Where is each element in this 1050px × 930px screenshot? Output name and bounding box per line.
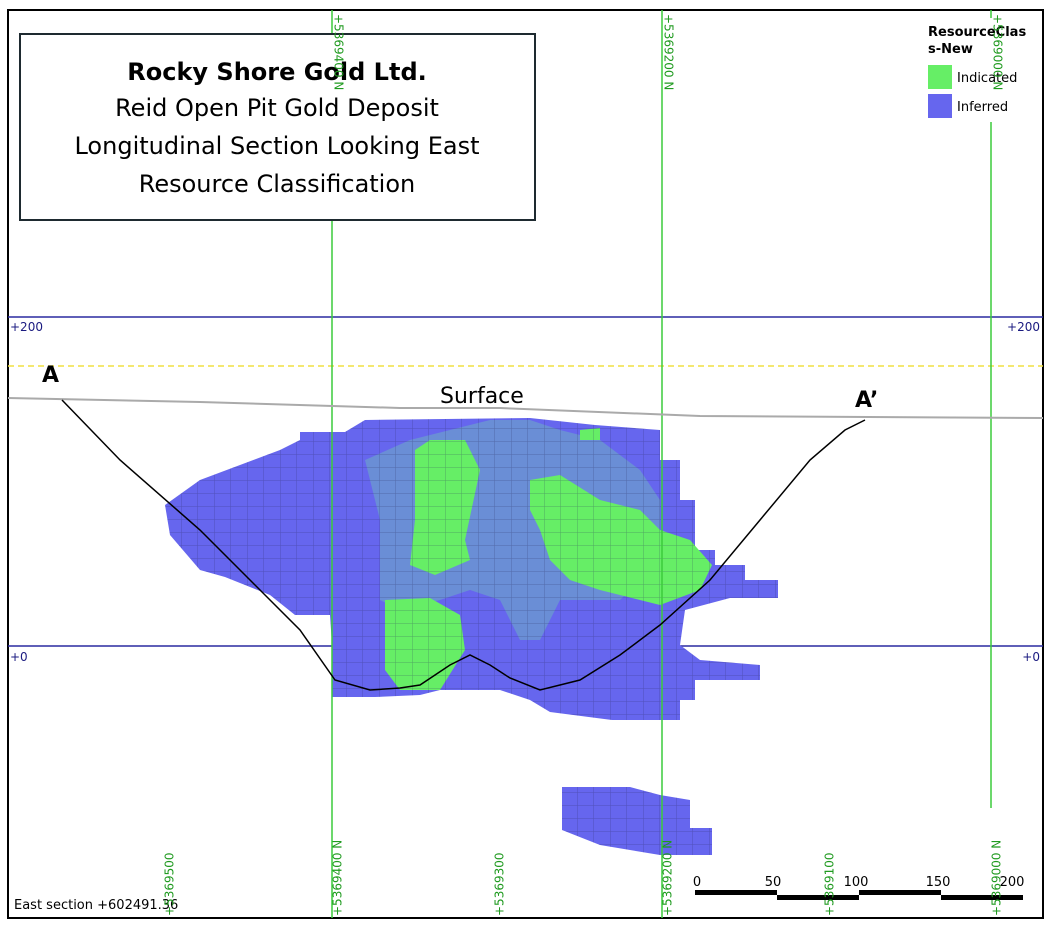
legend-title: s-New [928, 42, 973, 57]
section-note: East section +602491.36 [14, 898, 178, 913]
legend-swatch [928, 94, 952, 118]
northing-label: +5369300 [493, 853, 507, 917]
scale-label: 200 [1000, 875, 1025, 890]
elevation-label: +0 [1022, 650, 1040, 664]
northing-label: +5369100 [823, 853, 837, 917]
surface-line [7, 397, 1044, 419]
elevation-label: +0 [10, 650, 28, 664]
legend-label: Indicated [957, 71, 1017, 86]
elevation-label: +200 [10, 320, 43, 334]
northing-label: +5369200 N [661, 840, 675, 916]
legend-label: Inferred [957, 100, 1008, 115]
northing-label: +5369500 [163, 853, 177, 917]
dynamic-labels: +5369400 N +5369200 N +5369000 N +5369500 +5… [163, 14, 1025, 916]
section-start: A [42, 363, 59, 388]
scale-label: 150 [926, 875, 951, 890]
scale-segment [777, 895, 859, 900]
scale-label: 100 [844, 875, 869, 890]
company-name: Rocky Shore Gold Ltd. [127, 58, 427, 86]
scale-bar [695, 890, 1023, 900]
scale-segment [859, 890, 941, 895]
title-line: Reid Open Pit Gold Deposit [115, 94, 439, 122]
northing-label: +5369000 N [991, 14, 1005, 90]
northing-label: +5369400 N [331, 840, 345, 916]
block-model [165, 418, 778, 855]
pit-outline [61, 399, 866, 691]
legend-swatch [928, 65, 952, 89]
elevation-label: +200 [1007, 320, 1040, 334]
section-end: A’ [855, 388, 878, 413]
scale-segment [941, 895, 1023, 900]
title-line: Resource Classification [139, 170, 416, 198]
northing-label: +5369400 N [332, 14, 346, 90]
northing-label: +5369200 N [662, 14, 676, 90]
surface-label: Surface [440, 384, 524, 409]
title-box [19, 33, 536, 221]
scale-label: 0 [693, 875, 701, 890]
title-line: Longitudinal Section Looking East [74, 132, 479, 160]
scale-segment [695, 890, 777, 895]
northing-label: +5369000 N [990, 840, 1004, 916]
legend-title: ResourceClas [928, 25, 1026, 40]
scale-label: 50 [765, 875, 782, 890]
